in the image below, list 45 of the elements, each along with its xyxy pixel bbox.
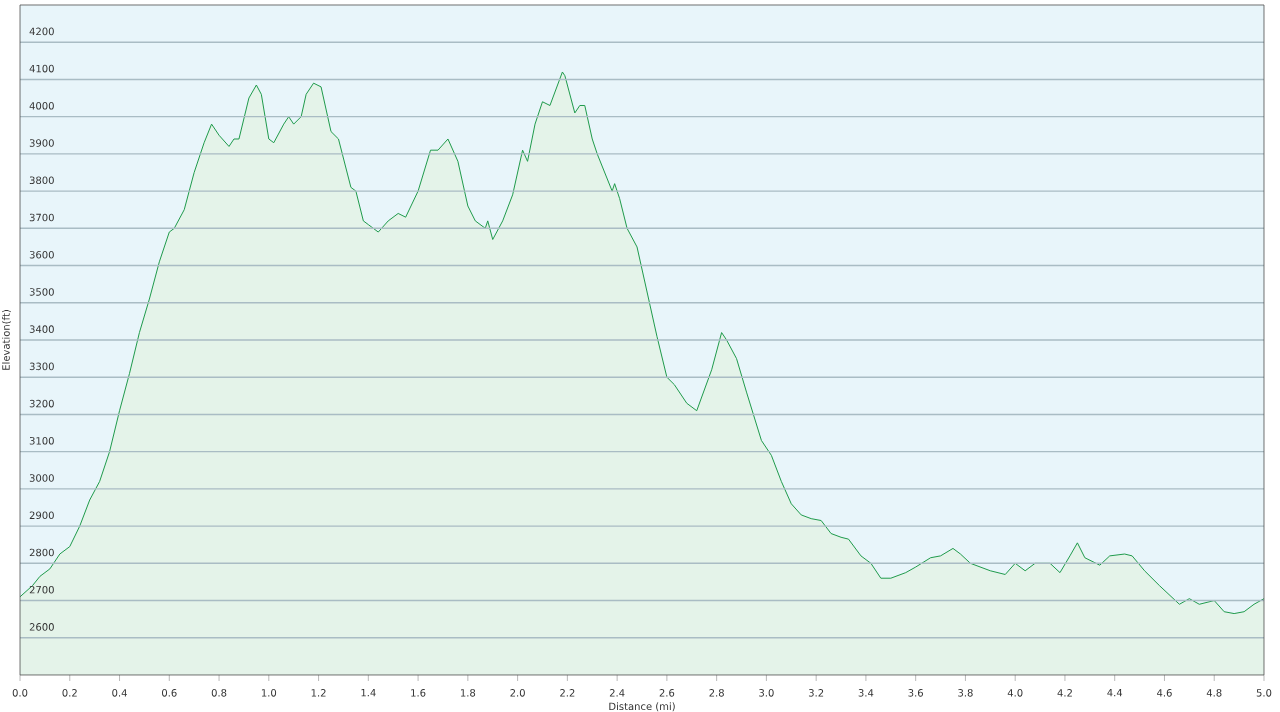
y-tick-label: 3500 — [29, 288, 54, 296]
x-tick-label: 2.2 — [560, 689, 575, 697]
x-tick-label: 1.8 — [460, 689, 476, 697]
x-tick-label: 4.6 — [1157, 689, 1172, 697]
y-tick-label: 3200 — [29, 399, 54, 408]
y-tick-label: 4100 — [29, 64, 54, 73]
x-tick-label: 1.4 — [361, 689, 376, 697]
y-tick-label: 3300 — [29, 362, 54, 371]
x-tick-label: 0.8 — [211, 689, 227, 697]
x-tick-label: 3.8 — [958, 689, 973, 697]
y-tick-label: 2900 — [29, 511, 54, 520]
x-tick-label: 4.0 — [1007, 689, 1023, 697]
x-tick-label: 2.4 — [609, 689, 625, 697]
x-tick-label: 3.6 — [908, 689, 923, 697]
x-tick-label: 3.2 — [808, 689, 824, 697]
x-tick-label: 4.4 — [1107, 689, 1123, 697]
x-tick-label: 4.8 — [1206, 689, 1222, 697]
x-tick-label: 2.6 — [659, 689, 675, 697]
y-tick-label: 2800 — [29, 548, 54, 557]
x-tick-label: 0.2 — [62, 689, 77, 697]
y-tick-label: 3100 — [29, 437, 54, 445]
x-tick-label: 0.6 — [162, 689, 177, 697]
y-tick-label: 3700 — [29, 213, 54, 222]
y-tick-label: 2700 — [29, 585, 54, 594]
y-tick-label: 3900 — [29, 139, 54, 147]
x-tick-label: 1.6 — [411, 689, 426, 697]
x-tick-label: 5.0 — [1256, 689, 1272, 697]
x-tick-label: 3.4 — [858, 689, 874, 697]
x-tick-label: 1.0 — [261, 689, 277, 697]
x-tick-label: 3.0 — [759, 689, 774, 697]
y-axis-title: Elevation(ft) — [2, 310, 11, 370]
x-tick-label: 2.0 — [510, 689, 525, 697]
x-axis-title: Distance (mi) — [609, 702, 675, 712]
x-tick-label: 4.2 — [1057, 689, 1072, 697]
y-tick-label: 4000 — [29, 102, 54, 110]
x-tick-label: 0.0 — [12, 689, 28, 697]
y-tick-label: 3600 — [29, 250, 54, 259]
y-tick-label: 2600 — [29, 623, 54, 631]
y-tick-label: 3400 — [29, 325, 54, 333]
x-tick-label: 1.2 — [311, 689, 326, 697]
y-tick-label: 4200 — [29, 27, 54, 36]
y-tick-label: 3000 — [29, 474, 54, 482]
x-tick-label: 0.4 — [112, 689, 127, 697]
x-tick-label: 2.8 — [709, 689, 724, 697]
y-tick-label: 3800 — [29, 176, 54, 185]
